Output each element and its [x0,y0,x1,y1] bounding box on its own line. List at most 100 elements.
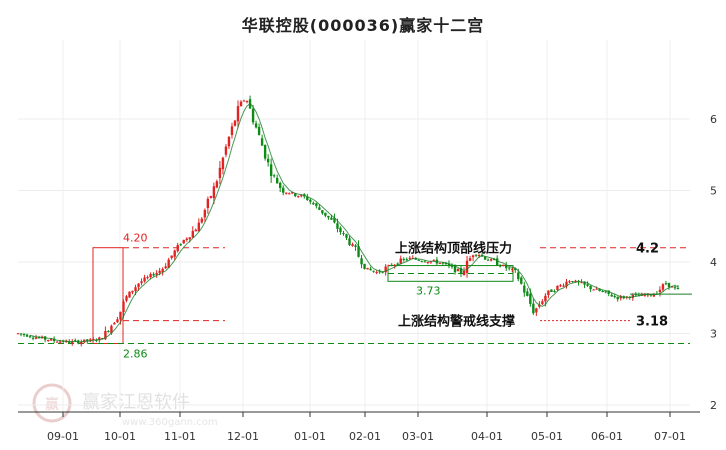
candle-body [444,263,448,265]
candle-body [459,268,463,274]
candle-body [426,262,430,264]
y-tick-label: 3 [710,328,717,341]
candle-body [339,227,342,233]
candle-body [568,281,571,283]
candle-body [559,285,562,287]
candle-body [375,272,378,274]
candle-body [185,238,188,241]
candle-body [161,268,164,273]
candle-body [104,330,107,340]
candle-body [92,339,95,341]
candle-body [658,289,662,293]
candle-body [291,192,294,194]
x-tick-label: 07-01 [654,430,686,443]
y-tick-label: 4 [710,256,717,269]
candle-body [71,341,74,344]
candle-body [266,158,270,163]
candle-body [272,175,276,177]
candle-body [354,245,357,247]
candle-body [550,289,553,292]
x-tick-label: 10-01 [104,430,136,443]
candle-body [342,233,345,235]
watermark-logo-icon [32,383,72,423]
candle-body [363,263,366,269]
candle-body [95,339,98,341]
candle-body [245,101,249,103]
candle-body [113,322,116,325]
candle-body [37,337,41,339]
candle-body [565,281,568,287]
candle-body [203,210,207,218]
candle-body [215,181,219,188]
candle-body [131,290,134,293]
candle-body [502,264,505,267]
candle-body [278,182,282,189]
candle-body [652,294,656,297]
candle-body [532,303,535,314]
level-label-3-73: 3.73 [416,284,441,297]
candle-body [125,296,128,301]
candle-body [46,339,50,341]
candle-body [173,250,176,257]
candle-body [224,146,228,155]
candle-body [176,245,179,252]
candle-body [300,195,303,197]
x-tick-label: 03-01 [402,430,434,443]
candle-body [408,257,411,259]
candle-body [390,264,393,266]
candle-body [441,262,445,264]
candle-body [574,280,577,283]
candle-body [604,291,607,293]
candle-body [206,198,210,208]
candle-body [520,277,523,284]
candle-body [107,331,110,333]
candle-body [423,261,427,263]
candle-body [495,258,499,266]
candle-body [372,270,375,272]
candle-body [22,333,26,335]
x-tick-label: 12-01 [227,430,259,443]
candle-body [251,108,255,123]
candle-body [471,255,475,258]
candle-body [508,267,511,269]
candle-body [601,291,604,293]
candle-body [592,289,595,291]
candle-layer [16,95,692,347]
candle-body [387,265,390,267]
annotation-layer: 上涨结构顶部线压力 4.2 上涨结构警戒线支撑 3.18 [395,241,668,330]
candle-body [381,271,384,273]
moving-average-line [29,102,679,343]
y-tick-label: 2 [710,399,717,412]
candle-body [333,217,336,223]
x-tick-label: 09-01 [47,430,79,443]
candle-body [143,277,146,282]
y-tick-label: 6 [710,113,717,126]
candle-body [583,281,586,285]
chart-title: 华联控股(000036)赢家十二宫 [241,16,485,35]
candle-body [297,195,300,197]
watermark-text: 赢家江恩软件 [82,391,190,413]
candle-body [616,296,619,300]
candle-body [116,319,119,323]
candle-body [607,290,610,294]
candle-body [315,203,318,206]
candle-body [110,325,113,334]
annotation-resistance-value: 4.2 [636,242,659,257]
candle-body [541,301,544,305]
candle-body [544,295,547,302]
candle-body [25,334,29,337]
candle-body [670,286,674,288]
x-tick-label: 04-01 [471,430,503,443]
candle-body [52,338,56,342]
candle-body [209,196,213,198]
candle-body [553,291,556,293]
candle-body [393,264,396,266]
candle-body [194,229,198,232]
candle-body [134,287,137,292]
candle-body [197,222,201,232]
candle-body [562,285,565,287]
x-tick-label: 01-01 [294,430,326,443]
candle-body [661,284,665,290]
candle-body [254,123,258,128]
